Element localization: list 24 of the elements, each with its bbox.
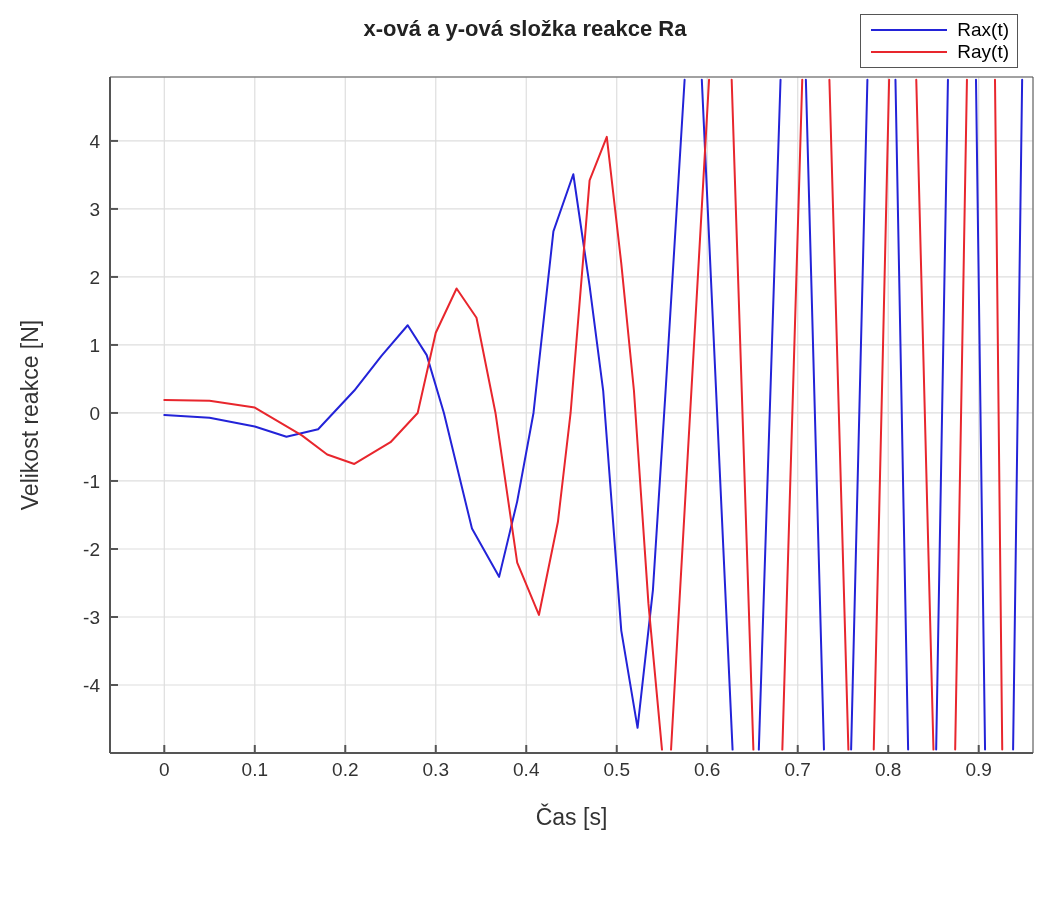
legend-label: Rax(t)	[957, 19, 1009, 41]
y-tick-label: 0	[89, 402, 100, 424]
x-tick-label: 0.6	[694, 759, 721, 781]
x-tick-label: 0	[159, 759, 170, 781]
x-tick-label: 0.2	[332, 759, 359, 781]
x-tick-label: 0.1	[241, 759, 268, 781]
x-tick-label: 0.3	[422, 759, 449, 781]
legend-label: Ray(t)	[957, 41, 1009, 63]
y-tick-label: -1	[83, 470, 100, 492]
x-tick-label: 0.8	[875, 759, 902, 781]
x-tick-label: 0.4	[513, 759, 540, 781]
y-tick-label: -2	[83, 538, 100, 560]
y-tick-label: 4	[89, 130, 101, 152]
y-tick-label: 3	[89, 198, 100, 220]
y-tick-label: -4	[83, 674, 101, 696]
x-tick-label: 0.5	[603, 759, 630, 781]
x-axis-title: Čas [s]	[535, 803, 608, 830]
chart-title: x-ová a y-ová složka reakce Ra	[363, 16, 687, 41]
y-tick-label: -3	[83, 606, 100, 628]
y-axis-title: Velikost reakce [N]	[17, 319, 44, 511]
x-tick-label: 0.9	[965, 759, 992, 781]
y-tick-label: 2	[89, 266, 100, 288]
y-tick-label: 1	[89, 334, 100, 356]
x-tick-label: 0.7	[784, 759, 811, 781]
